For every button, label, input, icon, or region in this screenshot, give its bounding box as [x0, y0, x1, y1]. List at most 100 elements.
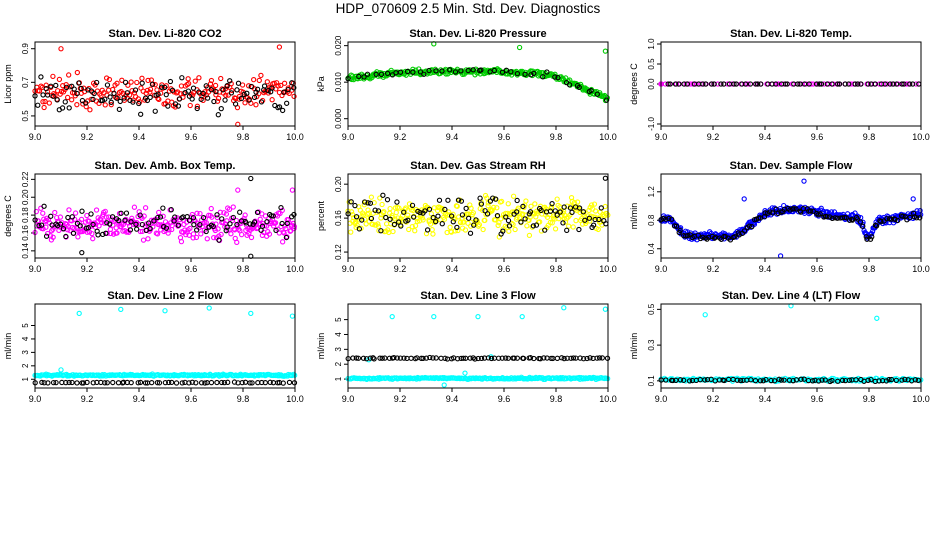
- y-tick-label: 0.010: [334, 72, 343, 93]
- secondary-point: [379, 355, 385, 361]
- secondary-point: [278, 204, 284, 211]
- secondary-point: [265, 88, 271, 94]
- secondary-point: [417, 209, 423, 216]
- primary-point: [880, 81, 886, 87]
- primary-point: [115, 94, 121, 100]
- primary-point: [259, 97, 266, 104]
- secondary-point: [775, 210, 781, 216]
- x-tick-label: 10.0: [286, 394, 304, 404]
- secondary-point: [426, 67, 432, 74]
- primary-point: [52, 209, 58, 216]
- secondary-point: [254, 86, 261, 92]
- panel-1: Stan. Dev. Li-820 CO2 Licor ppm 9.0 9.2 9.4 9…: [3, 28, 304, 142]
- panel-title: Stan. Dev. Gas Stream RH: [410, 160, 546, 172]
- primary-point: [187, 102, 193, 109]
- x-tick-label: 9.4: [133, 132, 146, 142]
- y-tick-label: -1.0: [647, 117, 656, 131]
- panel-title: Stan. Dev. Amb. Box Temp.: [95, 160, 236, 172]
- primary-point: [439, 205, 445, 212]
- secondary-point: [69, 214, 75, 220]
- x-tick-label: 9.2: [81, 394, 94, 404]
- primary-point: [56, 76, 63, 83]
- secondary-point: [846, 377, 853, 383]
- secondary-point: [43, 86, 49, 92]
- secondary-point: [57, 221, 64, 227]
- secondary-point: [741, 228, 748, 234]
- primary-point: [147, 86, 154, 92]
- primary-point: [74, 69, 81, 76]
- primary-outlier: [561, 305, 567, 311]
- primary-point: [236, 96, 242, 102]
- primary-outlier: [874, 315, 880, 321]
- primary-point: [114, 372, 121, 378]
- secondary-point: [116, 106, 123, 113]
- secondary-point: [442, 355, 448, 361]
- primary-point: [271, 80, 277, 86]
- x-tick-label: 9.4: [446, 132, 459, 142]
- secondary-point: [540, 74, 546, 80]
- secondary-point: [408, 355, 414, 361]
- secondary-point: [599, 355, 605, 361]
- secondary-point: [211, 98, 217, 105]
- x-tick-label: 9.8: [550, 394, 563, 404]
- secondary-point: [353, 214, 360, 220]
- secondary-point: [264, 219, 270, 225]
- primary-outlier: [276, 44, 283, 50]
- primary-point: [264, 79, 270, 85]
- primary-point: [587, 218, 593, 224]
- secondary-point: [454, 224, 460, 231]
- secondary-point: [241, 91, 247, 97]
- primary-point: [239, 231, 245, 238]
- secondary-point: [584, 355, 590, 362]
- secondary-point: [190, 85, 197, 91]
- primary-point: [156, 209, 162, 216]
- secondary-point: [409, 202, 416, 208]
- primary-point: [291, 93, 297, 100]
- panel-title: Stan. Dev. Li-820 Temp.: [730, 28, 852, 40]
- primary-point: [69, 97, 75, 103]
- primary-point: [198, 231, 204, 237]
- secondary-point: [215, 112, 221, 118]
- secondary-point: [499, 355, 505, 361]
- x-tick-label: 9.6: [498, 264, 511, 274]
- y-tick-label: 0.14: [21, 243, 30, 259]
- secondary-point: [663, 377, 669, 383]
- secondary-point: [503, 214, 509, 220]
- secondary-point: [433, 68, 439, 74]
- secondary-point: [603, 97, 610, 103]
- primary-point: [283, 225, 289, 232]
- secondary-point: [391, 221, 398, 228]
- secondary-point: [433, 355, 439, 361]
- primary-point: [96, 223, 102, 229]
- secondary-point: [273, 227, 279, 234]
- primary-point: [454, 203, 460, 209]
- secondary-point: [542, 227, 548, 233]
- primary-point: [228, 231, 234, 237]
- secondary-point: [210, 223, 216, 230]
- secondary-point: [136, 100, 142, 107]
- secondary-point: [734, 377, 740, 383]
- primary-point: [194, 210, 200, 216]
- primary-point: [66, 207, 72, 213]
- secondary-point: [163, 92, 169, 98]
- secondary-point: [104, 380, 110, 386]
- points: [345, 41, 610, 104]
- secondary-point: [872, 81, 878, 87]
- secondary-point: [854, 216, 861, 222]
- primary-point: [275, 83, 281, 89]
- primary-point: [470, 210, 477, 216]
- secondary-point: [435, 213, 441, 219]
- secondary-point: [677, 227, 683, 234]
- secondary-point: [522, 71, 528, 77]
- primary-point: [430, 231, 436, 237]
- primary-point: [410, 207, 416, 214]
- secondary-point: [66, 379, 72, 386]
- secondary-point: [760, 378, 766, 384]
- secondary-point: [417, 69, 424, 75]
- y-tick-label: 1: [334, 376, 343, 381]
- primary-point: [152, 82, 158, 88]
- secondary-point: [764, 210, 771, 216]
- primary-point: [108, 230, 114, 237]
- primary-point: [269, 97, 275, 103]
- primary-point: [234, 239, 240, 246]
